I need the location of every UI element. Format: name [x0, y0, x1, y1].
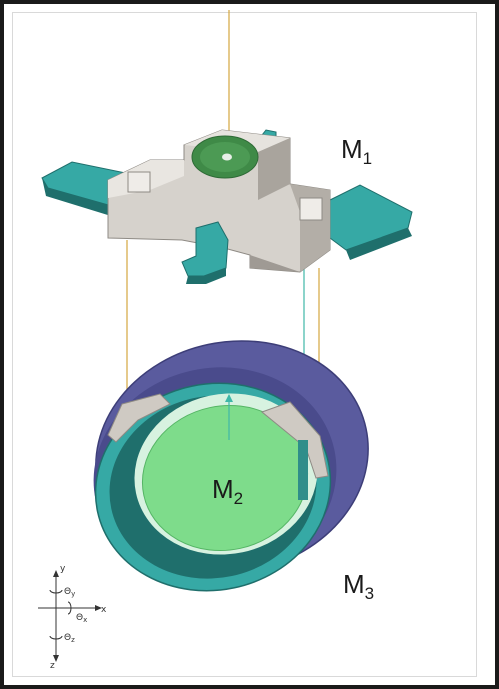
inner-border [12, 12, 477, 677]
platform-m1 [41, 129, 413, 284]
theta-z-arc [49, 635, 63, 640]
axis-x-label: x [101, 605, 107, 615]
label-m3: M3 [343, 569, 374, 603]
label-m1: M1 [341, 134, 372, 168]
ring-assembly-m3 [93, 340, 369, 592]
coordinate-axes [38, 570, 102, 662]
label-m2: M2 [212, 474, 243, 508]
theta-x-label: Θx [76, 613, 87, 624]
theta-x-arc [67, 601, 72, 615]
theta-z-label: Θz [64, 633, 75, 644]
axis-z-label: z [50, 661, 55, 671]
axis-y-label: y [60, 564, 66, 574]
theta-y-arc [49, 589, 63, 594]
theta-y-label: Θy [64, 587, 75, 598]
